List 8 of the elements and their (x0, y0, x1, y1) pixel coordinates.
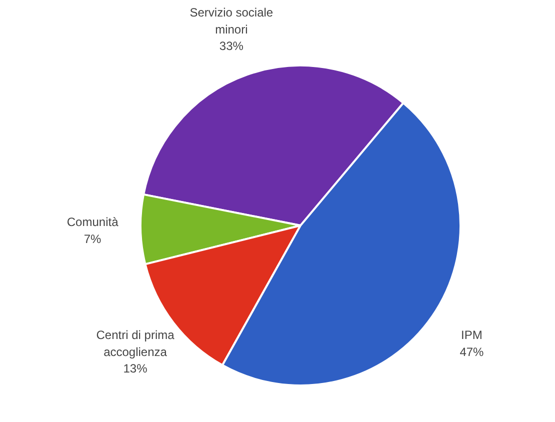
data-label: 47% (460, 345, 484, 360)
slice-label: Servizio sociale minori (190, 6, 274, 36)
data-label: 7% (84, 232, 102, 246)
data-label: 33% (219, 39, 244, 54)
slice-label: Comunità (66, 215, 119, 230)
data-label: 13% (123, 362, 148, 376)
slice-label: Centri di prima accoglienza (96, 328, 175, 359)
slice-label: IPM (461, 328, 482, 342)
